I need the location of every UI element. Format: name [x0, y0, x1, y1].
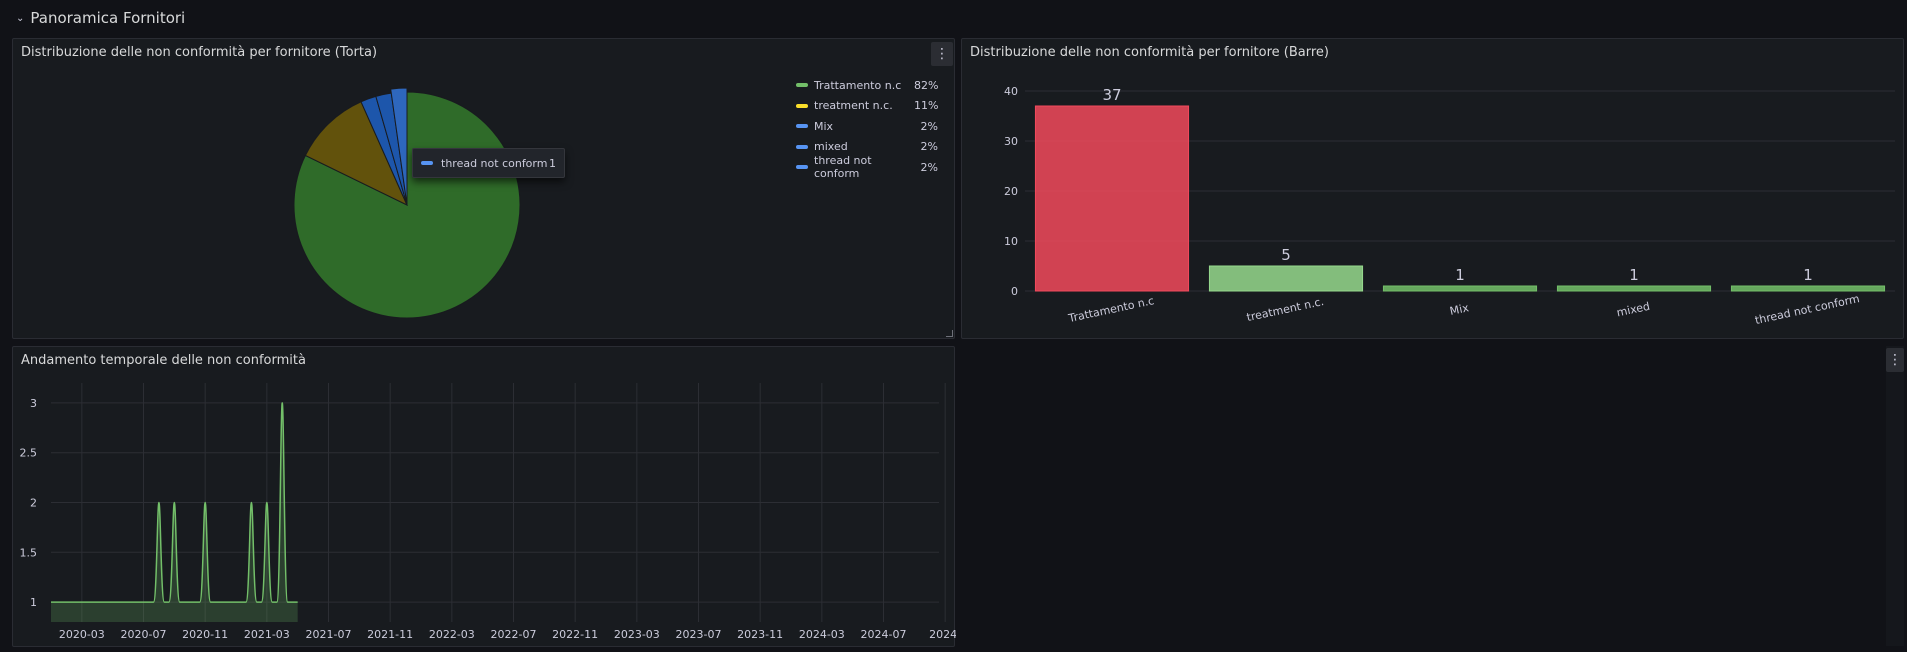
- pie-slice-treatment-n-c-[interactable]: [304, 101, 409, 207]
- x-tick-label: 2021-03: [244, 628, 290, 641]
- y-tick-label: 20: [1004, 185, 1018, 198]
- x-tick-label: 2023-11: [737, 628, 783, 641]
- bar[interactable]: [1556, 285, 1712, 292]
- bar[interactable]: [1730, 285, 1886, 292]
- legend-percent: 11%: [914, 99, 939, 113]
- pie-tooltip: thread not conform 1: [412, 148, 565, 178]
- pie-panel-title: Distribuzione delle non conformità per f…: [21, 45, 378, 60]
- y-tick-label: 10: [1004, 235, 1018, 248]
- bar-value-label: 1: [1629, 266, 1639, 284]
- timeseries-panel-title: Andamento temporale delle non conformità: [21, 353, 306, 368]
- line-chart: 1 1.5 2 2.5 3 2020-03 2020-07 2020-11 2021-03 202…: [20, 383, 956, 641]
- x-category-label: mixed: [1615, 300, 1651, 320]
- legend-name: treatment n.c.: [814, 99, 893, 113]
- bar[interactable]: [1208, 265, 1364, 292]
- y-tick-label: 0: [1011, 285, 1018, 298]
- x-tick-label: 2020-03: [59, 628, 105, 641]
- series-area: [51, 402, 298, 622]
- x-category-label: thread not conform: [1754, 292, 1861, 327]
- row-header-panoramica[interactable]: ⌄ Panoramica Fornitori: [16, 8, 185, 28]
- y-tick-label: 2.5: [20, 447, 38, 460]
- x-tick-label: 2024-07: [861, 628, 907, 641]
- y-tick-label: 2: [30, 497, 37, 510]
- legend-name: Trattamento n.c: [814, 78, 902, 92]
- x-tick-label: 2023-03: [614, 628, 660, 641]
- panel-menu-button[interactable]: ⋮: [1886, 348, 1904, 372]
- legend-name: Mix: [814, 119, 834, 133]
- y-tick-label: 1.5: [20, 546, 38, 559]
- series-line[interactable]: [51, 402, 298, 603]
- row-title: Panoramica Fornitori: [30, 9, 186, 27]
- x-tick-label: 2020-11: [182, 628, 228, 641]
- bar-panel-title: Distribuzione delle non conformità per f…: [970, 45, 1329, 60]
- pie-legend: Trattamento n.c 82% treatment n.c. 11% Mix 2%…: [796, 75, 938, 181]
- legend-item[interactable]: mixed 2%: [796, 137, 938, 158]
- x-tick-label: 2023-07: [676, 628, 722, 641]
- bar-chart: 0 10 20 30 40 37 Trattamento n.c 5 treatment n.c…: [1004, 85, 1895, 327]
- legend-name: thread not conform: [814, 154, 872, 181]
- legend-swatch: [796, 124, 808, 129]
- legend-name: mixed: [814, 140, 848, 154]
- x-category-label: Trattamento n.c: [1066, 294, 1155, 325]
- pie-slice-thread-not-conform[interactable]: [390, 87, 408, 206]
- x-tick-label: 2022-07: [491, 628, 537, 641]
- y-tick-label: 30: [1004, 135, 1018, 148]
- legend-item[interactable]: thread not conform 2%: [796, 154, 938, 181]
- x-tick-label: 2020-07: [121, 628, 167, 641]
- x-tick-label: 2021-11: [367, 628, 413, 641]
- x-tick-label: 2021-07: [306, 628, 352, 641]
- bar-value-label: 1: [1803, 266, 1813, 284]
- legend-percent: 2%: [920, 140, 938, 154]
- empty-panel-strip: [1886, 346, 1904, 646]
- y-tick-label: 3: [30, 397, 37, 410]
- legend-swatch: [796, 103, 808, 108]
- legend-percent: 82%: [914, 78, 939, 92]
- x-tick-label: 2024-: [929, 628, 956, 641]
- x-category-label: Mix: [1449, 301, 1471, 318]
- chevron-down-icon[interactable]: ⌄: [16, 12, 25, 24]
- x-tick-label: 2024-03: [799, 628, 845, 641]
- bar-value-label: 37: [1102, 86, 1121, 104]
- tooltip-name: thread not conform: [441, 156, 548, 170]
- x-category-label: treatment n.c.: [1245, 295, 1325, 324]
- bar-value-label: 5: [1281, 246, 1291, 264]
- timeseries-panel: Andamento temporale delle non conformità…: [12, 346, 956, 647]
- legend-swatch: [796, 144, 808, 149]
- legend-item[interactable]: Trattamento n.c 82%: [796, 75, 938, 96]
- legend-percent: 2%: [920, 160, 938, 174]
- legend-swatch: [796, 165, 808, 170]
- bar[interactable]: [1382, 285, 1538, 292]
- legend-item[interactable]: treatment n.c. 11%: [796, 96, 938, 117]
- legend-percent: 2%: [920, 119, 938, 133]
- x-tick-label: 2022-11: [552, 628, 598, 641]
- legend-swatch: [796, 83, 808, 88]
- panel-menu-button[interactable]: ⋮: [931, 42, 953, 66]
- resize-handle-icon[interactable]: [946, 330, 953, 337]
- tooltip-value: 1: [549, 156, 556, 170]
- y-tick-label: 40: [1004, 85, 1018, 98]
- pie-panel: Distribuzione delle non conformità per f…: [12, 38, 955, 339]
- bar-panel: Distribuzione delle non conformità per f…: [961, 38, 1904, 339]
- x-tick-label: 2022-03: [429, 628, 475, 641]
- y-tick-label: 1: [30, 596, 37, 609]
- bar-value-label: 1: [1455, 266, 1465, 284]
- bar[interactable]: [1034, 105, 1190, 292]
- legend-item[interactable]: Mix 2%: [796, 116, 938, 137]
- tooltip-swatch: [421, 161, 433, 165]
